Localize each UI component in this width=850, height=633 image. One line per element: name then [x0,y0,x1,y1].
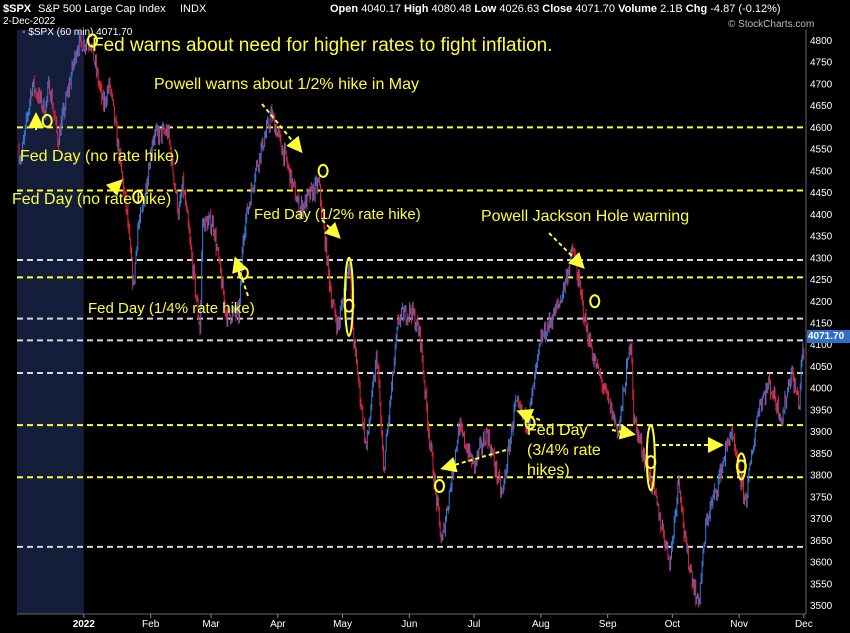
x-tick-label: 2022 [73,619,96,630]
annotation-arrows [28,103,724,473]
y-tick-label: 3500 [810,601,833,612]
event-oval [343,256,354,338]
x-tick-label: Mar [202,619,220,630]
annotation-arrow [105,179,123,197]
date: 2-Dec-2022 [3,16,56,27]
low-value: 4026.63 [499,3,540,15]
annotation-arrow [516,409,541,424]
chg-label: Chg [685,3,708,15]
y-tick-label: 4000 [810,384,833,395]
x-tick-label: Nov [730,619,748,630]
x-tick-label: Apr [270,619,286,630]
x-tick-label: Feb [142,619,160,630]
event-oval [736,452,747,481]
x-tick-label: Sep [599,619,617,630]
annotation-fed-34-line3: hikes) [527,462,570,479]
exchange: INDX [180,3,207,15]
volume-value: 2.1B [660,3,683,15]
annotation-powell-may: Powell warns about 1/2% hike in May [154,76,420,93]
x-tick-label: Jul [468,619,481,630]
symbol: $SPX [3,3,32,15]
annotation-arrow [611,423,636,440]
annotation-arrow [440,449,507,473]
event-circle [132,189,144,204]
legend-swatch-icon: ▪ [22,27,26,38]
x-tick-label: Jun [401,619,417,630]
annotation-fed-34-line2: (3/4% rate [527,442,601,459]
y-tick-label: 4500 [810,166,833,177]
annotation-fed-half: Fed Day (1/2% rate hike) [254,206,421,223]
open-value: 4040.17 [361,3,401,15]
last-price-tag: 4071.70 [807,330,850,343]
x-tick-label: Dec [795,619,813,630]
y-tick-label: 4150 [810,319,833,330]
candlestick-series [18,31,805,608]
y-tick-label: 3750 [810,492,833,503]
event-circle [589,294,601,309]
annotation-arrow [232,256,249,297]
y-tick-label: 4450 [810,188,833,199]
annotation-fed-no-hike-2: Fed Day (no rate hike) [12,191,172,208]
event-markers [41,33,747,493]
legend-label: $SPX (60 min) 4071.70 [28,27,133,38]
annotation-fed-34-line1: Fed Day [527,422,588,439]
event-circle [317,163,329,178]
ohlc-readout: Open 4040.17 High 4080.48 Low 4026.63 Cl… [330,3,781,15]
x-tick-label: Aug [532,619,550,630]
y-tick-label: 4700 [810,79,833,90]
y-tick-label: 3550 [810,579,833,590]
y-tick-label: 4050 [810,362,833,373]
annotation-arrow [261,103,303,154]
y-tick-label: 4200 [810,297,833,308]
event-oval [645,424,656,492]
y-tick-label: 4250 [810,275,833,286]
annotation-fed-no-hike-1: Fed Day (no rate hike) [20,148,180,165]
y-tick-label: 3700 [810,514,833,525]
open-label: Open [330,3,359,15]
annotation-arrow [548,232,585,269]
y-tick-label: 3600 [810,558,833,569]
close-label: Close [542,3,573,15]
index-name: S&P 500 Large Cap Index [38,3,166,15]
legend: ▪ $SPX (60 min) 4071.70 [22,27,132,38]
y-tick-label: 3900 [810,427,833,438]
y-tick-label: 3950 [810,405,833,416]
y-tick-label: 4400 [810,210,833,221]
high-value: 4080.48 [431,3,472,15]
y-tick-label: 4650 [810,101,833,112]
event-ovals [343,256,747,492]
y-tick-label: 3650 [810,536,833,547]
y-tick-label: 4750 [810,58,833,69]
x-tick-label: May [333,619,352,630]
y-tick-label: 3800 [810,471,833,482]
y-tick-label: 4350 [810,232,833,243]
y-tick-label: 4300 [810,253,833,264]
annotation-fed-quarter: Fed Day (1/4% rate hike) [88,300,255,317]
annotation-jackson-hole: Powell Jackson Hole warning [481,208,690,225]
y-tick-label: 4600 [810,123,833,134]
axes: 3500 3550 3600 3650 3700 3750 3800 3850 3900 3950… [17,30,833,630]
chg-value: -4.87 (-0.12%) [710,3,781,15]
y-tick-label: 3850 [810,449,833,460]
y-tick-label: 4800 [810,36,833,47]
low-label: Low [474,3,497,15]
volume-label: Volume [618,3,658,15]
annotation-arrow [321,219,341,239]
y-tick-label: 4100 [810,340,833,351]
x-tick-label: Oct [665,619,681,630]
event-circle [434,478,446,493]
y-tick-label: 4550 [810,145,833,156]
watermark: © StockCharts.com [728,19,815,30]
event-circle [86,33,98,48]
close-value: 4071.70 [575,3,616,15]
high-label: High [404,3,429,15]
annotation-title: Fed warns about need for higher rates to… [92,35,553,56]
